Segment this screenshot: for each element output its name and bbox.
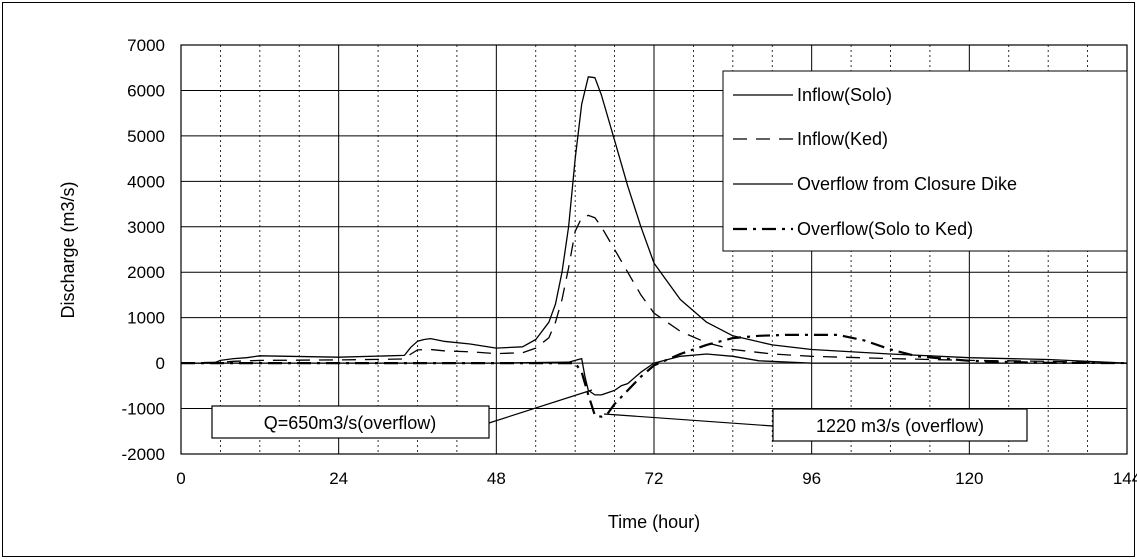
x-axis-title: Time (hour) [608,512,700,532]
legend: Inflow(Solo) Inflow(Ked) Overflow from Clo… [722,70,1128,252]
series-line-0 [181,76,1128,364]
y-tick-label: 1000 [127,309,165,328]
series-line-3 [181,333,1128,418]
x-tick-label: 72 [645,469,664,488]
series-line-2 [181,353,1127,396]
annotation-box-q650 [211,405,490,439]
y-tick-label: -1000 [122,400,165,419]
x-tick-label: 48 [487,469,506,488]
y-tick-label: 5000 [127,127,165,146]
series-line-1 [180,214,1128,364]
series-layer [180,76,1128,418]
annotation-leader-q1220 [603,413,774,427]
annotation-label-q1220: 1220 m3/s (overflow) [816,416,984,436]
x-tick-label: 24 [329,469,348,488]
annotation-label-q650: Q=650m3/s(overflow) [264,413,437,433]
legend-label-1: Inflow(Ked) [797,129,888,149]
x-tick-label: 0 [176,469,185,488]
y-axis-title: Discharge (m3/s) [58,181,78,318]
tick-layer: 0 24 48 72 96 120 144 -2000 -1000 0 1000 2000 3000 40… [122,36,1137,488]
y-tick-label: 2000 [127,263,165,282]
legend-label-0: Inflow(Solo) [797,85,892,105]
y-tick-label: 3000 [127,218,165,237]
legend-box [722,70,1128,252]
annotation-box-q1220 [772,408,1028,442]
y-tick-label: -2000 [122,445,165,464]
x-tick-label: 144 [1113,469,1137,488]
legend-label-3: Overflow(Solo to Ked) [797,219,973,239]
y-tick-label: 7000 [127,36,165,55]
legend-label-2: Overflow from Closure Dike [797,174,1017,194]
annotations: Q=650m3/s(overflow) 1220 m3/s (overflow) [211,389,1028,442]
annotation-leader-q650 [488,389,593,424]
x-tick-label: 96 [802,469,821,488]
y-tick-label: 0 [156,354,165,373]
y-tick-label: 6000 [127,81,165,100]
x-tick-label: 120 [955,469,983,488]
y-tick-label: 4000 [127,172,165,191]
